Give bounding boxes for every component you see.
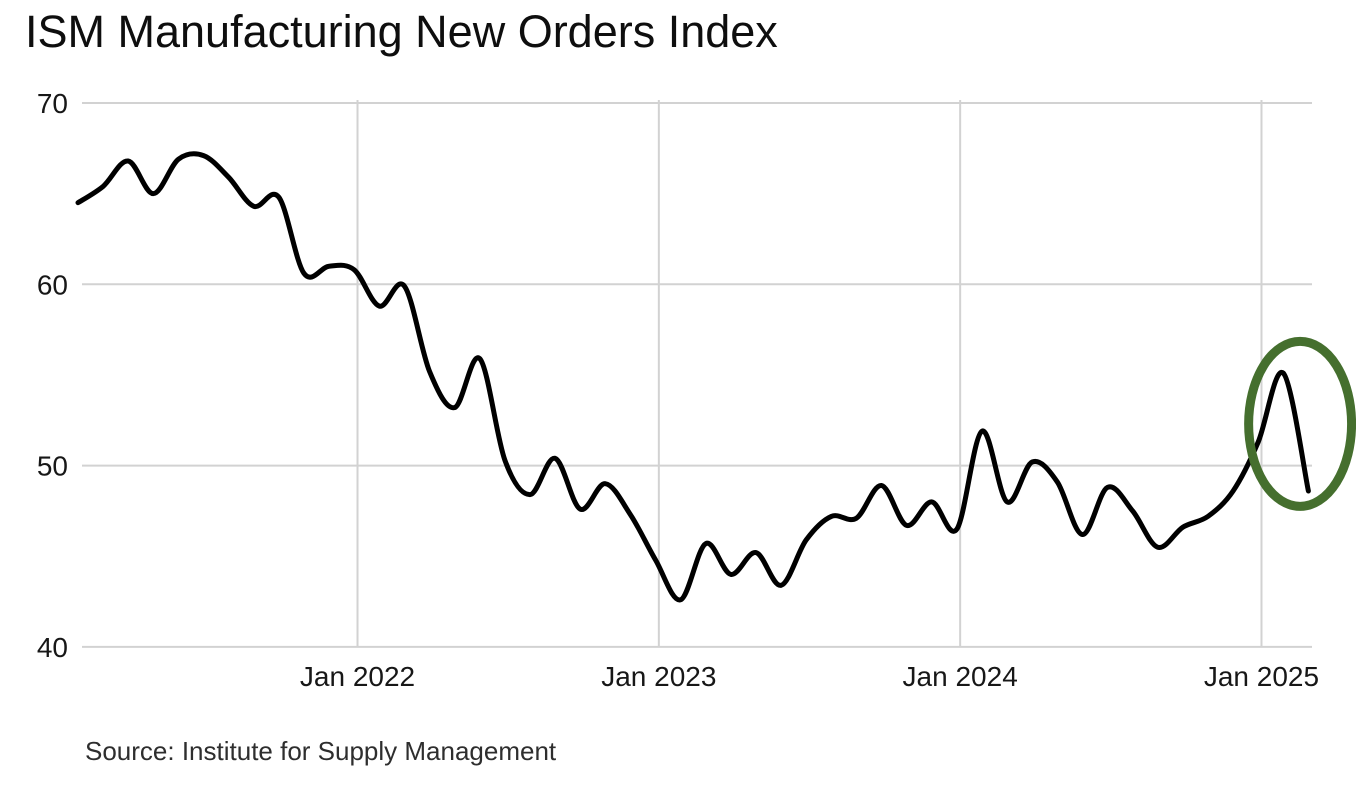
chart-title: ISM Manufacturing New Orders Index: [25, 6, 778, 57]
x-tick-label: Jan 2025: [1204, 661, 1319, 692]
y-tick-label: 60: [37, 269, 68, 300]
y-tick-label: 40: [37, 632, 68, 663]
x-tick-label: Jan 2022: [300, 661, 415, 692]
highlight-ellipse-annotation: [1244, 336, 1356, 511]
y-tick-label: 50: [37, 451, 68, 482]
x-tick-label: Jan 2023: [601, 661, 716, 692]
series-line: [75, 151, 1311, 603]
source-note: Source: Institute for Supply Management: [85, 736, 557, 766]
y-tick-label: 70: [37, 88, 68, 119]
x-tick-label: Jan 2024: [903, 661, 1018, 692]
